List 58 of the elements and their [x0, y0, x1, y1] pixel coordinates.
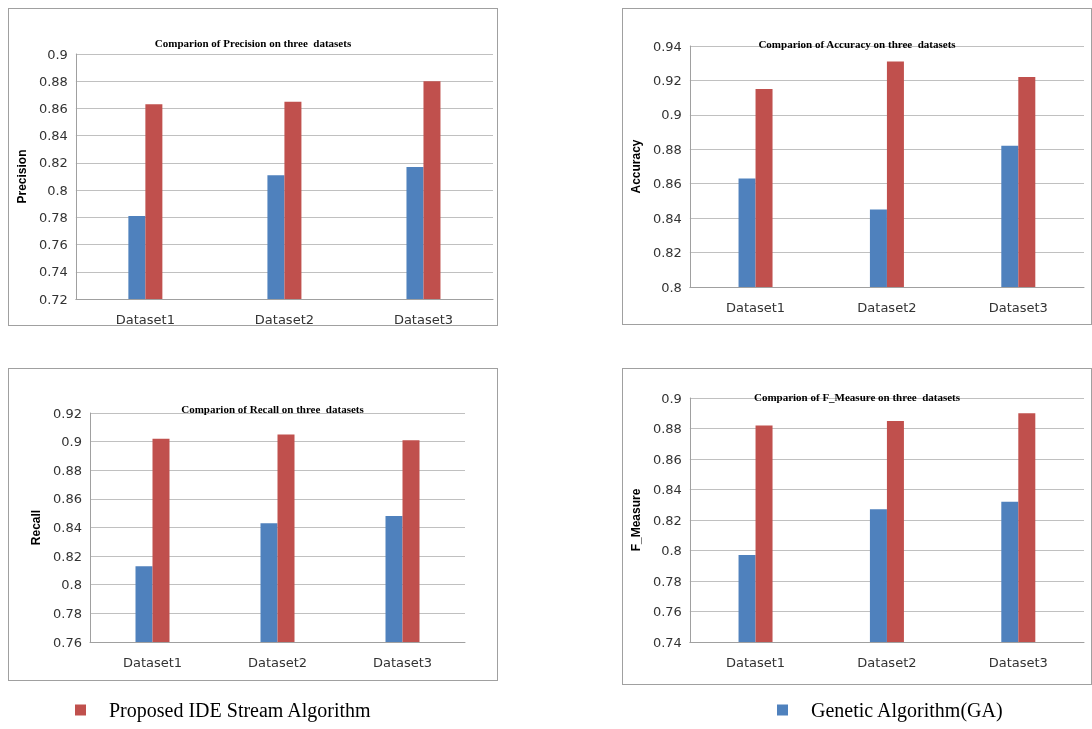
x-tick-label: Dataset1: [115, 312, 175, 327]
x-tick-label: Dataset1: [725, 655, 786, 670]
chart-title: Comparion of Accuracy on three datasets: [758, 37, 957, 50]
x-tick-label: Dataset1: [725, 300, 786, 315]
y-tick-label: 0.92: [652, 72, 682, 88]
x-tick-label: Dataset3: [372, 655, 433, 670]
y-tick-label: 0.86: [652, 451, 682, 467]
y-tick-label: 0.72: [38, 291, 68, 307]
y-tick-label: 0.84: [53, 520, 82, 535]
y-tick-label: 0.76: [652, 604, 682, 619]
x-tick-label: Dataset1: [122, 655, 183, 670]
y-tick-label: 0.88: [53, 462, 82, 478]
y-tick-label: 0.74: [652, 634, 682, 650]
y-tick-label: 0.8: [661, 279, 682, 295]
y-axis-title: Recall: [29, 509, 44, 546]
x-tick-label: Dataset2: [254, 312, 315, 327]
y-tick-label: 0.92: [53, 405, 82, 421]
y-tick-label: 0.86: [53, 491, 82, 507]
y-tick-label: 0.78: [652, 573, 682, 589]
x-tick-label: Dataset2: [857, 300, 917, 315]
y-axis-title: Accuracy: [629, 139, 643, 194]
x-tick-label: Dataset3: [393, 312, 454, 327]
x-tick-label: Dataset3: [988, 655, 1048, 670]
y-tick-label: 0.9: [47, 46, 68, 62]
y-tick-label: 0.82: [53, 548, 82, 564]
y-tick-label: 0.84: [652, 210, 682, 226]
y-tick-label: 0.78: [53, 605, 82, 621]
y-tick-label: 0.88: [652, 421, 682, 436]
y-tick-label: 0.82: [652, 512, 682, 528]
y-tick-label: 0.9: [661, 390, 682, 406]
x-tick-label: Dataset2: [857, 655, 917, 670]
legend-label: Proposed IDE Stream Algorithm: [109, 699, 372, 722]
y-tick-label: 0.9: [61, 434, 82, 450]
y-tick-label: 0.88: [652, 141, 682, 157]
y-axis-title: F_Measure: [629, 488, 643, 552]
y-tick-label: 0.82: [38, 155, 68, 171]
chart-title: Comparion of Recall on three datasets: [181, 402, 365, 415]
y-tick-label: 0.76: [53, 634, 82, 650]
y-tick-label: 0.88: [38, 73, 68, 89]
chart-title: Comparion of Precision on three datasets: [154, 36, 352, 49]
chart-title: Comparion of F_Measure on three datasets: [753, 390, 961, 403]
y-tick-label: 0.86: [38, 100, 68, 116]
x-tick-label: Dataset2: [247, 655, 308, 670]
y-tick-label: 0.84: [652, 482, 682, 497]
y-tick-label: 0.9: [661, 107, 682, 123]
y-tick-label: 0.76: [38, 237, 68, 253]
y-tick-label: 0.74: [38, 264, 68, 280]
y-axis-title: Precision: [15, 149, 29, 204]
y-tick-label: 0.8: [661, 543, 682, 558]
y-tick-label: 0.8: [47, 182, 68, 198]
y-tick-label: 0.94: [652, 38, 682, 54]
y-tick-label: 0.8: [61, 577, 82, 593]
y-tick-label: 0.86: [652, 176, 682, 192]
legend-label: Genetic Algorithm(GA): [811, 699, 1003, 722]
y-tick-label: 0.78: [38, 209, 68, 225]
y-tick-label: 0.84: [38, 128, 68, 144]
y-tick-label: 0.82: [652, 245, 682, 261]
x-tick-label: Dataset3: [988, 300, 1048, 315]
